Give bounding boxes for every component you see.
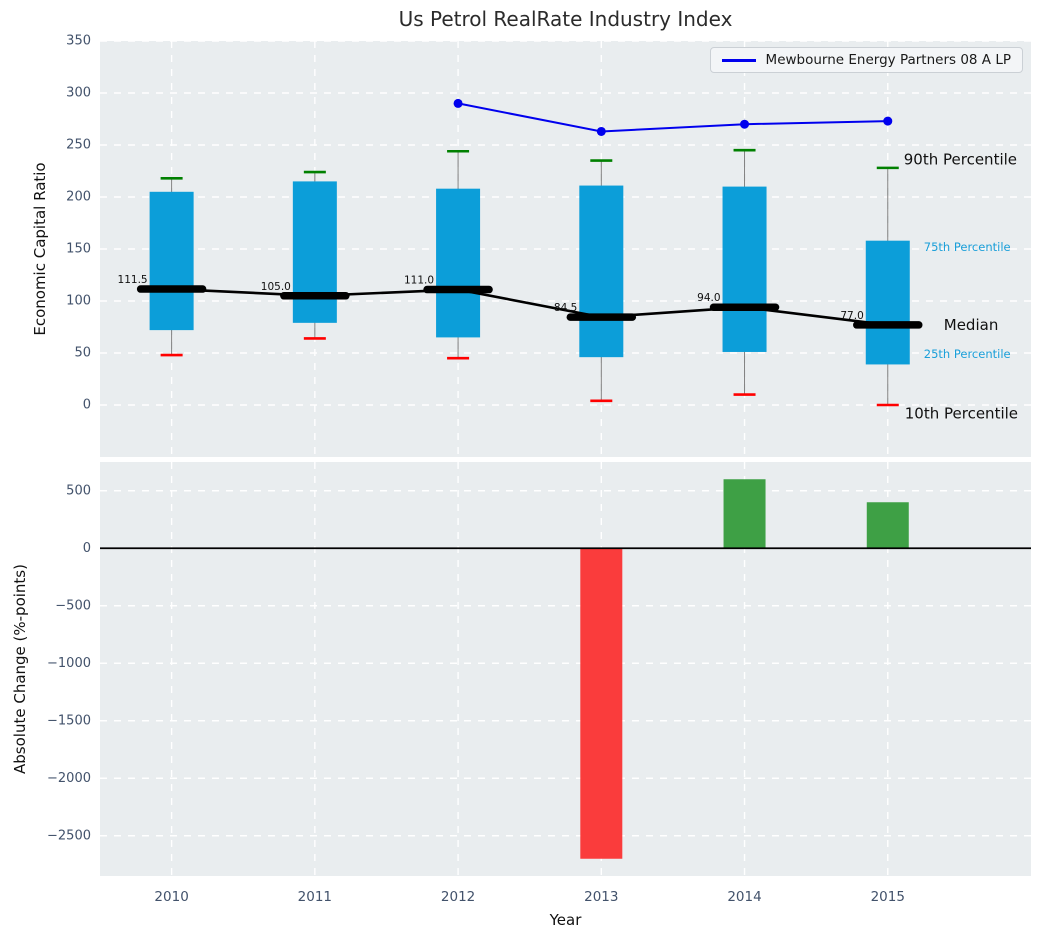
x-tick-label: 2012 [441, 889, 475, 905]
legend-label: Mewbourne Energy Partners 08 A LP [765, 52, 1011, 68]
y-tick-label: 350 [66, 34, 91, 49]
y-tick-label: −2000 [47, 771, 91, 786]
median-value-label: 94.0 [697, 292, 720, 304]
x-axis-label: Year [549, 911, 582, 929]
median-value-label: 111.5 [118, 274, 148, 286]
company-point-2013 [596, 126, 606, 136]
median-value-label: 105.0 [261, 281, 291, 293]
y-tick-label: −2500 [47, 828, 91, 843]
x-tick-label: 2010 [154, 889, 188, 905]
annotation-25th-percentile: 25th Percentile [924, 347, 1011, 361]
y-tick-label: 200 [66, 190, 91, 205]
legend: Mewbourne Energy Partners 08 A LP [709, 47, 1023, 73]
y-tick-label: 50 [74, 346, 91, 361]
y-tick-label: −1000 [47, 656, 91, 671]
median-value-label: 111.0 [404, 275, 434, 287]
y-tick-label: 100 [66, 294, 91, 309]
box-2015 [865, 240, 910, 365]
box-2010 [149, 191, 194, 331]
company-point-2014 [740, 119, 750, 129]
box-2013 [579, 185, 624, 358]
company-line [457, 102, 888, 133]
y-tick-label: 0 [83, 398, 91, 413]
y-tick-label: 0 [83, 541, 91, 556]
box-2011 [292, 181, 337, 323]
x-tick-label: 2013 [584, 889, 618, 905]
bar-2014 [723, 479, 766, 549]
annotation-75th-percentile: 75th Percentile [924, 240, 1011, 254]
y-tick-label: −500 [55, 598, 91, 613]
company-point-2015 [883, 116, 893, 126]
chart-title: Us Petrol RealRate Industry Index [398, 7, 733, 31]
y-tick-label: 500 [66, 483, 91, 498]
company-point-2012 [453, 98, 463, 108]
annotation-10th-percentile: 10th Percentile [905, 404, 1018, 422]
annotation-median: Median [944, 316, 999, 334]
x-tick-label: 2011 [298, 889, 332, 905]
median-value-label: 84.5 [554, 302, 577, 314]
x-tick-label: 2014 [727, 889, 761, 905]
median-value-label: 77.0 [840, 310, 863, 322]
bar-2015 [866, 502, 909, 549]
y-tick-label: 250 [66, 138, 91, 153]
y-tick-label: −1500 [47, 713, 91, 728]
box-2012 [436, 188, 481, 338]
y-tick-label: 300 [66, 86, 91, 101]
x-tick-label: 2015 [871, 889, 905, 905]
legend-line-swatch [721, 58, 756, 62]
bar-2013 [580, 548, 623, 859]
annotation-90th-percentile: 90th Percentile [904, 151, 1017, 169]
y-tick-label: 150 [66, 242, 91, 257]
box-2014 [722, 186, 767, 352]
